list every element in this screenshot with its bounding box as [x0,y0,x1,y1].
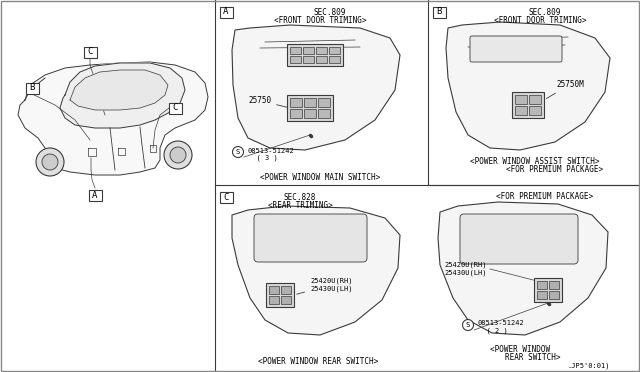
Circle shape [164,141,192,169]
Text: 25420U(RH)
25430U(LH): 25420U(RH) 25430U(LH) [297,278,353,294]
Circle shape [232,147,243,157]
Text: 08513-51242: 08513-51242 [248,148,295,154]
Text: <FOR PREMIUM PACKAGE>: <FOR PREMIUM PACKAGE> [506,166,604,174]
Bar [316,47,327,54]
Bar [537,291,547,299]
Text: <POWER WINDOW REAR SWITCH>: <POWER WINDOW REAR SWITCH> [258,357,378,366]
Bar [534,278,562,302]
Text: C: C [223,192,228,202]
Text: 25420U(RH): 25420U(RH) [444,262,486,268]
Text: <REAR TRIMING>: <REAR TRIMING> [268,201,332,210]
Bar [26,83,38,93]
Bar [269,296,279,304]
Bar [220,6,232,17]
Bar [269,286,279,294]
Bar [287,44,343,66]
Polygon shape [232,25,400,150]
Bar [290,47,301,54]
Text: 25430U(LH): 25430U(LH) [444,270,486,276]
Text: C: C [172,103,178,112]
Bar [329,47,340,54]
Bar [281,286,291,294]
Bar [549,291,559,299]
Text: ( 2 ): ( 2 ) [478,328,508,334]
Text: ( 3 ): ( 3 ) [248,155,278,161]
Text: SEC.809: SEC.809 [529,8,561,17]
Bar [287,95,333,121]
Bar [318,98,330,107]
Text: SEC.809: SEC.809 [314,8,346,17]
Text: REAR SWITCH>: REAR SWITCH> [505,353,561,362]
Bar [168,103,182,113]
Text: <POWER WINDOW MAIN SWITCH>: <POWER WINDOW MAIN SWITCH> [260,173,380,182]
Circle shape [170,147,186,163]
Bar [303,47,314,54]
Text: SEC.828: SEC.828 [284,193,316,202]
FancyBboxPatch shape [254,214,367,262]
Polygon shape [232,206,400,335]
Bar [329,56,340,63]
Polygon shape [446,22,610,150]
Circle shape [36,148,64,176]
Text: S: S [466,322,470,328]
Bar [83,46,97,58]
Polygon shape [70,70,168,110]
Text: A: A [92,190,98,199]
FancyBboxPatch shape [460,214,578,264]
Text: A: A [223,7,228,16]
Text: <FRONT DOOR TRIMING>: <FRONT DOOR TRIMING> [493,16,586,25]
Text: C: C [87,48,93,57]
Bar [515,106,527,115]
Bar [537,281,547,289]
Circle shape [42,154,58,170]
Text: <POWER WINDOW ASSIST SWITCH>: <POWER WINDOW ASSIST SWITCH> [470,157,600,167]
FancyBboxPatch shape [470,36,562,62]
Bar [304,98,316,107]
Text: B: B [436,7,442,16]
Bar [304,109,316,118]
Circle shape [463,320,474,330]
Bar [515,95,527,104]
Polygon shape [60,63,185,128]
Polygon shape [438,202,608,335]
Polygon shape [18,62,208,175]
Text: S: S [236,149,240,155]
Bar [529,95,541,104]
Text: 08513-51242: 08513-51242 [478,320,525,326]
Bar [318,109,330,118]
Bar [290,56,301,63]
Bar [303,56,314,63]
Bar [266,283,294,307]
Bar [220,192,232,202]
Text: B: B [29,83,35,93]
Text: 25750M: 25750M [547,80,584,99]
Bar [281,296,291,304]
Bar [88,189,102,201]
Text: <POWER WINDOW: <POWER WINDOW [490,346,550,355]
Bar [316,56,327,63]
Bar [512,92,544,118]
Text: <FOR PREMIUM PACKAGE>: <FOR PREMIUM PACKAGE> [497,192,593,201]
Bar [529,106,541,115]
Text: 25750: 25750 [248,96,287,108]
Text: .JP5'0:01): .JP5'0:01) [568,363,610,369]
Bar [549,281,559,289]
Bar [290,98,302,107]
Bar [290,109,302,118]
Text: <FRONT DOOR TRIMING>: <FRONT DOOR TRIMING> [274,16,366,25]
Bar [433,6,445,17]
